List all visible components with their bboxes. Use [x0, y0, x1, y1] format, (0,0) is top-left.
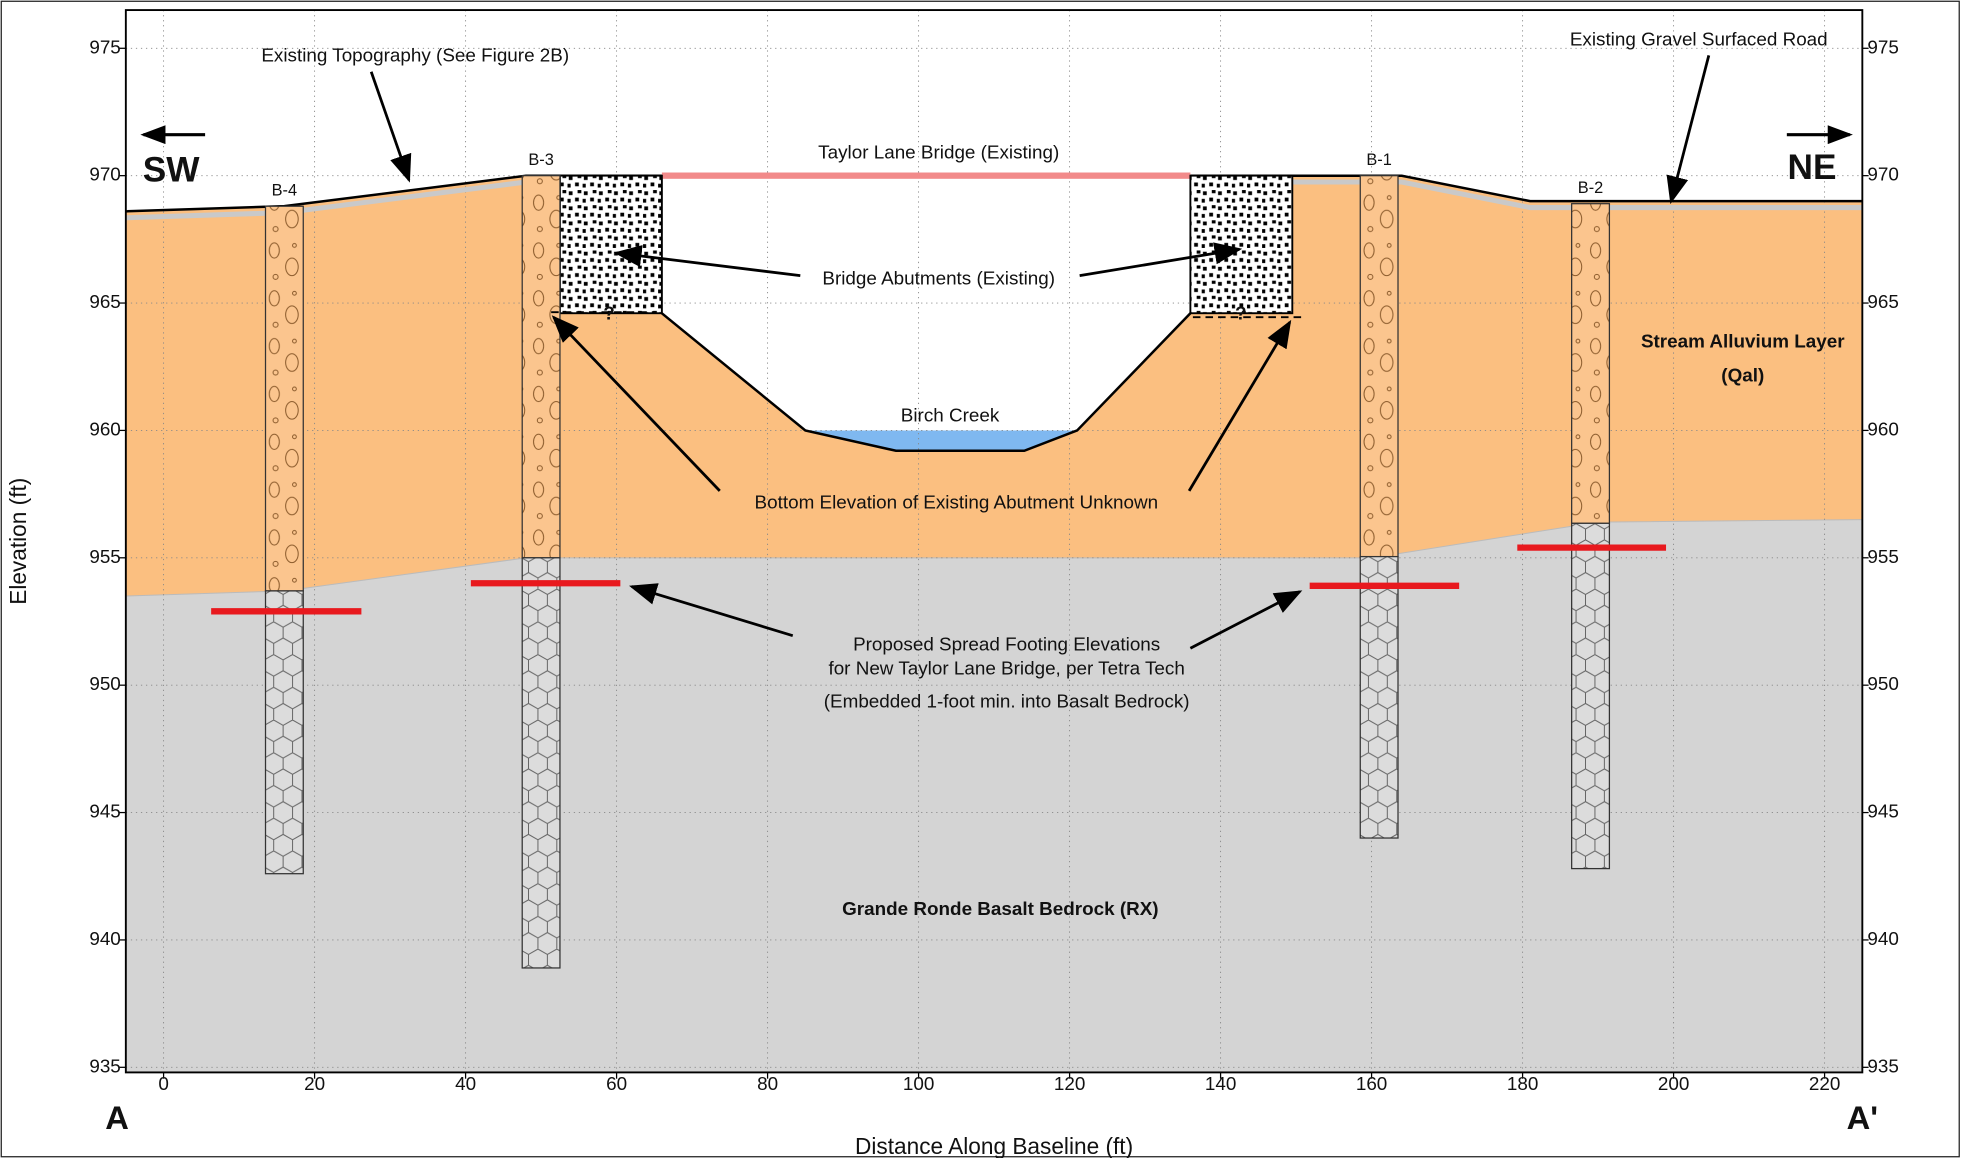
cross-section: B-4 B-3 B-1 B-2 935 935 940 940 945 945 950 950 955 9…	[0, 0, 1963, 1158]
annotation: Bridge Abutments (Existing)	[822, 267, 1055, 288]
x-tick-label: 60	[606, 1073, 627, 1094]
boring-soil	[522, 176, 560, 558]
y-tick-label: 945	[1867, 801, 1898, 822]
layer-label: Stream Alluvium Layer	[1641, 330, 1845, 351]
x-tick-label: 80	[757, 1073, 778, 1094]
y-tick-label: 950	[1867, 673, 1898, 694]
y-tick-label: 960	[89, 418, 120, 439]
x-tick-label: 0	[158, 1073, 168, 1094]
x-tick-label: 200	[1658, 1073, 1689, 1094]
x-tick-label: 160	[1356, 1073, 1387, 1094]
annotation: for New Taylor Lane Bridge, per Tetra Te…	[828, 658, 1184, 679]
boring-label: B-4	[272, 181, 297, 199]
x-tick-label: 100	[903, 1073, 934, 1094]
y-tick-label: 975	[89, 36, 120, 57]
y-tick-label: 940	[89, 928, 120, 949]
x-tick-label: 180	[1507, 1073, 1538, 1094]
y-tick-label: 935	[1867, 1055, 1898, 1076]
y-tick-label: 955	[89, 546, 120, 567]
unknown-mark: ?	[1235, 303, 1247, 324]
x-tick-label: 120	[1054, 1073, 1085, 1094]
annotation: Existing Topography (See Figure 2B)	[261, 45, 569, 66]
boring-soil	[266, 206, 304, 591]
direction-right: NE	[1788, 148, 1837, 187]
annotation: Proposed Spread Footing Elevations	[853, 634, 1160, 655]
boring-rock	[522, 558, 560, 968]
section-end: A'	[1847, 1099, 1878, 1136]
annotation: Bottom Elevation of Existing Abutment Un…	[755, 491, 1159, 512]
x-tick-label: 220	[1809, 1073, 1840, 1094]
y-tick-label: 940	[1867, 928, 1898, 949]
annotation: Existing Gravel Surfaced Road	[1570, 28, 1828, 49]
layer-label: Grande Ronde Basalt Bedrock (RX)	[842, 898, 1158, 919]
x-tick-label: 20	[304, 1073, 325, 1094]
page: {"chart_data": { "type": "cross-section"…	[0, 0, 1963, 1158]
abutment	[1190, 176, 1292, 314]
y-tick-label: 935	[89, 1055, 120, 1076]
boring-soil	[1572, 204, 1610, 524]
y-tick-label: 965	[1867, 291, 1898, 312]
boring-label: B-3	[528, 151, 553, 169]
x-tick-label: 40	[455, 1073, 476, 1094]
boring-rock	[1360, 557, 1398, 838]
y-tick-label: 975	[1867, 36, 1898, 57]
boring-label: B-1	[1366, 151, 1391, 169]
y-tick-label: 960	[1867, 418, 1898, 439]
section-start: A	[105, 1099, 129, 1136]
abutment	[560, 176, 662, 314]
y-axis-label: Elevation (ft)	[5, 478, 31, 605]
x-axis-label: Distance Along Baseline (ft)	[855, 1133, 1133, 1158]
y-tick-label: 970	[1867, 164, 1898, 185]
boring-rock	[266, 591, 304, 874]
y-tick-label: 970	[89, 164, 120, 185]
annotation: (Embedded 1-foot min. into Basalt Bedroc…	[824, 690, 1190, 711]
boring-rock	[1572, 523, 1610, 868]
y-tick-label: 945	[89, 801, 120, 822]
direction-left: SW	[143, 151, 200, 190]
layers: B-4 B-3 B-1 B-2 935 935 940 940 945 945 950 950 955 9…	[89, 10, 1898, 1094]
layer-label: (Qal)	[1721, 364, 1764, 385]
bridge-label: Taylor Lane Bridge (Existing)	[818, 142, 1059, 163]
y-tick-label: 955	[1867, 546, 1898, 567]
x-tick-label: 140	[1205, 1073, 1236, 1094]
water-label: Birch Creek	[901, 405, 1000, 426]
boring-label: B-2	[1578, 179, 1603, 197]
boring-soil	[1360, 176, 1398, 557]
y-tick-label: 965	[89, 291, 120, 312]
bridge	[662, 173, 1190, 179]
unknown-mark: ?	[603, 303, 615, 324]
y-tick-label: 950	[89, 673, 120, 694]
